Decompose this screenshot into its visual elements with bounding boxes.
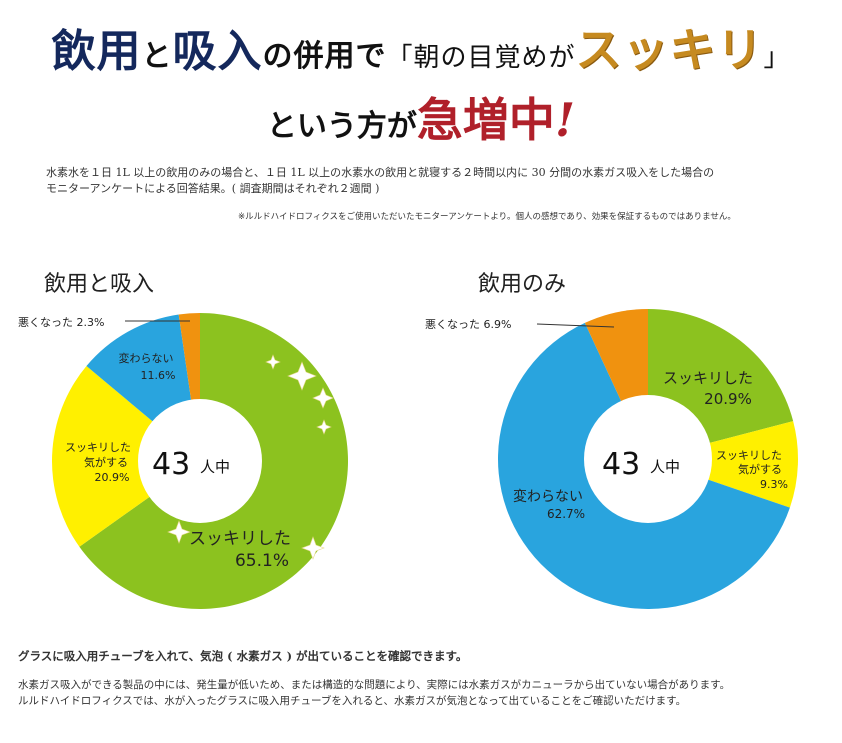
value-left-nochange: 11.6% [141,369,176,382]
headline-and: と [141,39,173,74]
headline-line2: という方が急増中! [0,84,842,150]
footer-lead: グラスに吸入用チューブを入れて、気泡 ( 水素ガス ) が出ていることを確認でき… [18,649,468,663]
label-left-refreshed: スッキリした [189,529,291,549]
label-left-worse: 悪くなった 2.3% [18,316,104,329]
label-left-feel1: スッキリした [65,441,131,454]
headline-people: という方が [266,109,417,144]
value-right-nochange: 62.7% [547,507,585,521]
headline-increasing: 急増中 [416,93,555,147]
pie-chart-right [498,309,799,609]
label-left-nochange: 変わらない [119,351,174,365]
donut-hole [138,399,262,523]
label-right-refreshed: スッキリした [663,369,753,387]
survey-description: 水素水を１日 1L 以上の飲用のみの場合と、１日 1L 以上の水素水の飲用と就寝… [46,165,806,197]
chart-title-left: 飲用と吸入 [44,272,155,297]
value-right-refreshed: 20.9% [704,390,752,408]
disclaimer-note: ※ルルドハイドロフィクスをご使用いただいたモニターアンケートより。個人の感想であ… [238,212,736,222]
description-line2: モニターアンケートによる回答結果。( 調査期間はそれぞれ２週間 ) [46,182,380,195]
headline-inhale: 吸入 [172,26,263,77]
label-right-feel1: スッキリした [716,449,782,462]
headline-quote-close: 」 [763,43,791,73]
headline-drink: 飲用 [51,26,142,77]
headline-sukkiri: スッキリ [575,23,764,77]
label-left-feel2: 気がする [84,455,128,469]
label-right-worse: 悪くなった 6.9% [425,318,511,331]
headline-exclamation: ! [554,93,576,147]
pie-chart-left [52,313,349,609]
pie-slice [648,421,799,508]
value-right-feel: 9.3% [760,478,788,491]
description-line1: 水素水を１日 1L 以上の飲用のみの場合と、１日 1L 以上の水素水の飲用と就寝… [46,166,715,179]
leader-line-right [536,323,615,328]
value-left-refreshed: 65.1% [235,551,289,571]
center-left-unit: 人中 [200,458,230,476]
pie-slice [52,366,201,547]
center-right-unit: 人中 [650,458,680,476]
center-right-number: 43 [602,447,640,482]
sparkle-icon [167,354,334,560]
footer-body: 水素ガス吸入ができる製品の中には、発生量が低いため、または構造的な問題により、実… [18,677,838,709]
footer-line3: ルルドハイドロフィクスでは、水が入ったグラスに吸入用チューブを入れると、水素ガス… [18,695,687,707]
headline-combined: の併用で [262,39,387,74]
headline-quote-open: 「朝の目覚めが [386,43,576,73]
chart-title-right: 飲用のみ [478,272,567,297]
value-left-feel: 20.9% [95,471,130,484]
center-left-number: 43 [152,447,190,482]
label-right-feel2: 気がする [738,462,782,476]
donut-hole [584,395,712,523]
label-right-nochange: 変わらない [513,488,583,505]
footer-line2: 水素ガス吸入ができる製品の中には、発生量が低いため、または構造的な問題により、実… [18,679,731,691]
headline-line1: 飲用と吸入の併用で「朝の目覚めがスッキリ」 [0,14,842,80]
